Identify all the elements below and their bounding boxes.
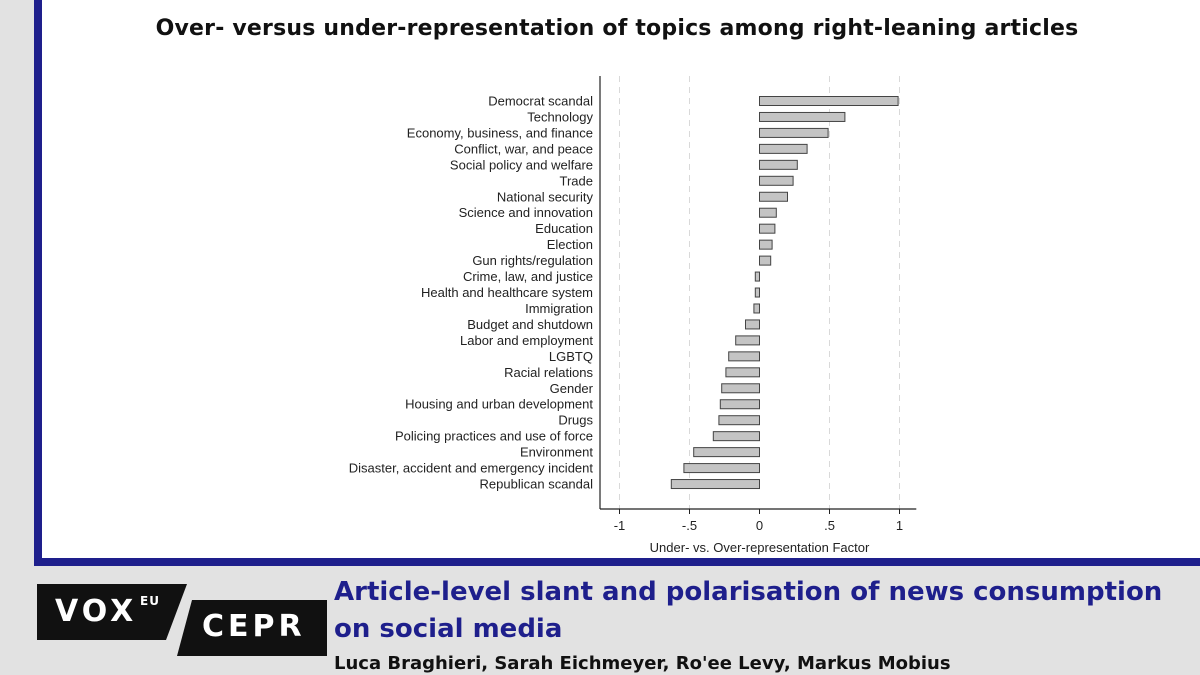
chart-title: Over- versus under-representation of top… [155, 16, 1079, 41]
category-label: Policing practices and use of force [395, 429, 593, 444]
category-label: Environment [520, 445, 593, 460]
voxeu-cepr-logo[interactable]: VOX EU CEPR [37, 584, 327, 656]
category-label: Social policy and welfare [450, 157, 593, 172]
x-axis-title: Under- vs. Over-representation Factor [650, 540, 870, 555]
vox-logo-text: VOX [55, 594, 138, 629]
category-label: Gun rights/regulation [472, 253, 593, 268]
x-tick-label: 0 [756, 518, 763, 533]
category-label: National security [497, 189, 594, 204]
category-label: Budget and shutdown [467, 317, 593, 332]
bar [759, 191, 788, 202]
bar [745, 319, 760, 330]
bar [759, 127, 829, 138]
bar [759, 207, 777, 218]
authors: Luca Braghieri, Sarah Eichmeyer, Ro'ee L… [334, 653, 951, 674]
eu-logo-text: EU [140, 594, 160, 608]
x-tick-label: -1 [614, 518, 626, 533]
category-label: Racial relations [504, 365, 593, 380]
category-label: Housing and urban development [405, 397, 593, 412]
category-label: Crime, law, and justice [463, 269, 593, 284]
bar [693, 447, 761, 458]
bar [759, 143, 808, 154]
category-label: Education [535, 221, 593, 236]
bar [759, 255, 772, 266]
bar [712, 431, 760, 442]
bar [721, 383, 761, 394]
x-tick-label: -.5 [682, 518, 697, 533]
bar [719, 399, 760, 410]
vox-logo-block [37, 584, 187, 640]
bar [759, 159, 798, 170]
bar [759, 223, 776, 234]
category-label: LGBTQ [549, 349, 593, 364]
category-label: Election [547, 237, 593, 252]
category-label: Drugs [558, 413, 593, 428]
bar [670, 479, 760, 490]
bar [718, 415, 761, 426]
category-label: Science and innovation [459, 205, 593, 220]
bar [759, 239, 773, 250]
bar [759, 175, 794, 186]
bar [735, 335, 761, 346]
cepr-logo-text: CEPR [202, 609, 306, 644]
bar [753, 303, 761, 314]
category-label: Gender [550, 381, 594, 396]
chart-panel [34, 0, 1200, 566]
bar [754, 271, 760, 282]
category-label: Labor and employment [460, 333, 593, 348]
cepr-logo-block [177, 600, 327, 656]
bar [683, 463, 761, 474]
bar [759, 111, 846, 122]
bar [754, 287, 760, 298]
article-title[interactable]: Article-level slant and polarisation of … [334, 577, 1163, 644]
category-label: Trade [560, 173, 593, 188]
category-label: Health and healthcare system [421, 285, 593, 300]
category-label: Democrat scandal [488, 94, 593, 109]
category-label: Economy, business, and finance [407, 125, 593, 140]
category-label: Republican scandal [480, 477, 594, 492]
bar [728, 351, 761, 362]
category-label: Conflict, war, and peace [454, 141, 593, 156]
category-label: Technology [527, 109, 593, 124]
bar [759, 96, 899, 106]
x-tick-label: .5 [824, 518, 835, 533]
bar [725, 367, 761, 378]
x-tick-label: 1 [896, 518, 903, 533]
category-label: Immigration [525, 301, 593, 316]
category-label: Disaster, accident and emergency inciden… [349, 461, 594, 476]
